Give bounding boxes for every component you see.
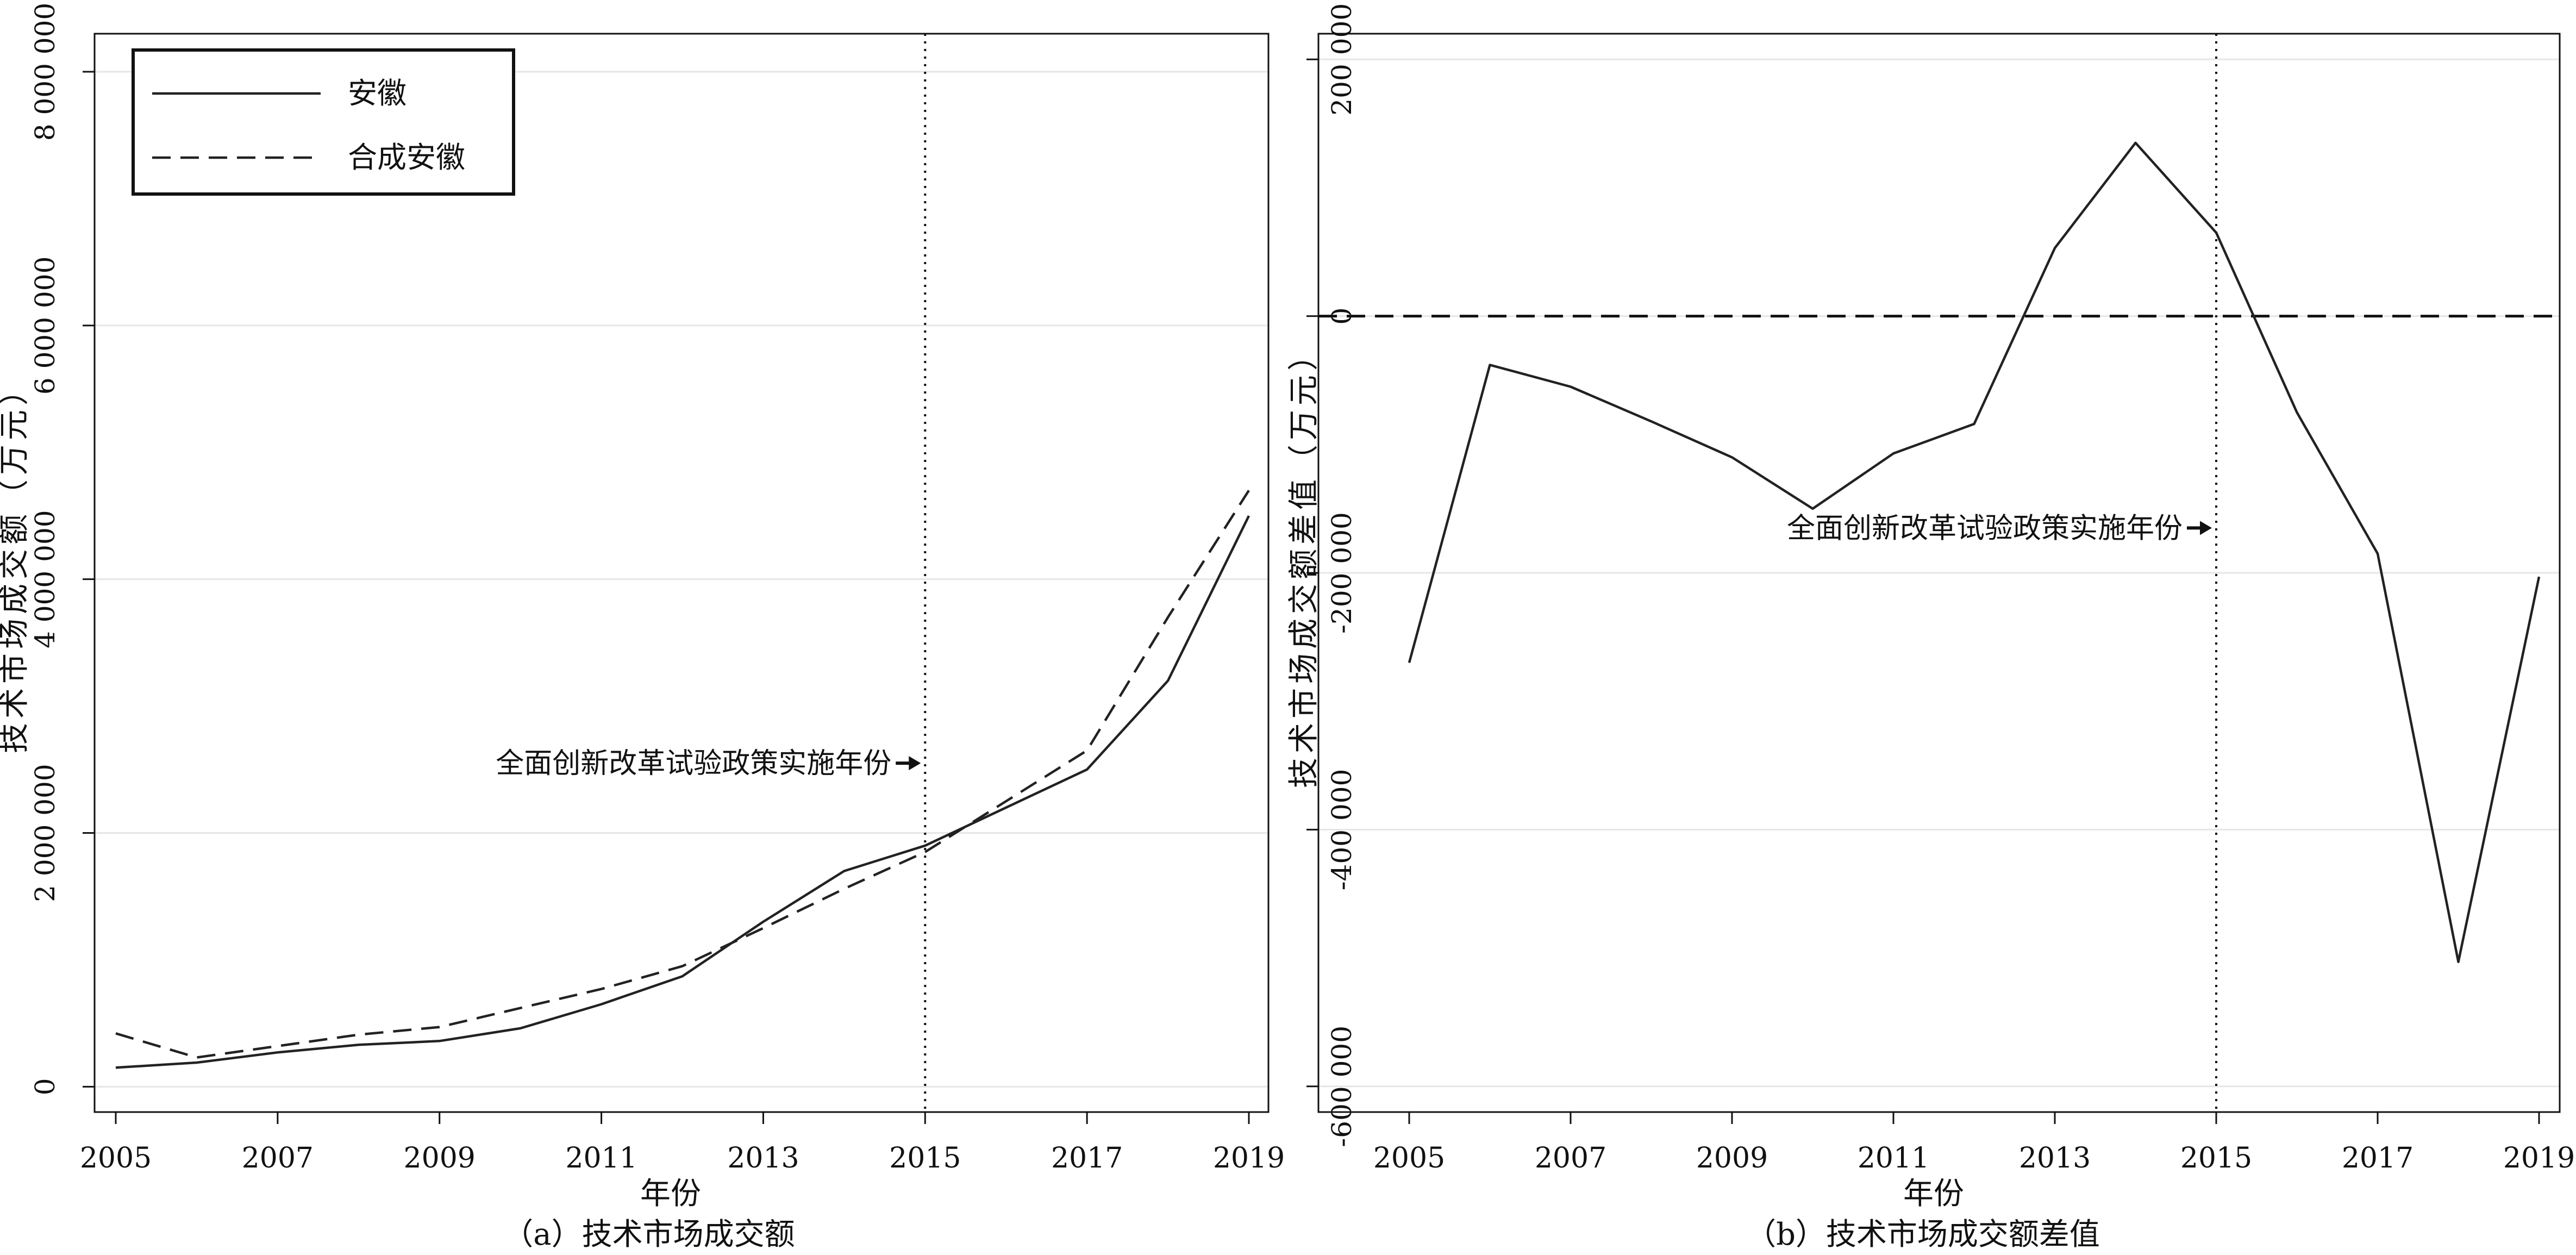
panel-caption: （a）技术市场成交额 (503, 1217, 795, 1252)
legend-label: 安徽 (348, 76, 407, 110)
x-axis-label: 年份 (1903, 1176, 1964, 1212)
y-tick-label: 200 000 (1326, 3, 1358, 116)
x-tick-label: 2007 (1535, 1142, 1606, 1175)
x-tick-label: 2015 (2180, 1142, 2252, 1175)
series-line-actual (115, 515, 1251, 1069)
legend-label: 合成安徽 (348, 140, 465, 174)
plot-frame (93, 33, 1270, 1113)
x-tick-label: 2005 (80, 1142, 152, 1175)
x-tick-label: 2017 (2342, 1142, 2414, 1175)
series-line-synthetic (115, 490, 1250, 1059)
x-tick-label: 2013 (2019, 1142, 2091, 1175)
x-tick-label: 2019 (2503, 1142, 2575, 1175)
x-axis-label: 年份 (640, 1176, 701, 1212)
panel-caption: （b）技术市场成交额差值 (1746, 1217, 2100, 1252)
x-tick-label: 2005 (1373, 1142, 1445, 1175)
annotation-arrowhead (2200, 521, 2212, 535)
y-axis-label: 技术市场成交额差值（万元） (1286, 336, 1322, 788)
annotation-text: 全面创新改革试验政策实施年份 (1787, 512, 2183, 545)
x-tick-label: 2009 (1696, 1142, 1768, 1175)
x-tick-label: 2007 (242, 1142, 314, 1175)
annotation-text: 全面创新改革试验政策实施年份 (496, 747, 891, 780)
y-tick-label: 6 000 000 (29, 257, 61, 395)
x-tick-label: 2019 (1213, 1142, 1285, 1175)
x-tick-label: 2011 (565, 1142, 637, 1175)
y-tick-label: -200 000 (1326, 512, 1358, 634)
y-tick-label: 2 000 000 (29, 764, 61, 902)
x-tick-label: 2009 (404, 1142, 476, 1175)
y-tick-label: -400 000 (1326, 769, 1358, 891)
x-tick-label: 2011 (1858, 1142, 1929, 1175)
series-line-actual (1408, 141, 2541, 963)
x-tick-label: 2015 (889, 1142, 961, 1175)
panel-a: 0 2 000 000 4 000 000 6 000 000 8 000 000 200… (0, 3, 1285, 1252)
x-tick-label: 2017 (1051, 1142, 1123, 1175)
y-tick-label: 0 (29, 1078, 61, 1095)
y-tick-label: 8 000 000 (29, 3, 61, 141)
y-tick-label: 4 000 000 (29, 510, 61, 648)
legend-box (132, 48, 515, 196)
y-tick-label: -600 000 (1326, 1026, 1358, 1147)
x-tick-label: 2013 (727, 1142, 799, 1175)
annotation-arrowhead (909, 756, 921, 771)
y-axis-label: 技术市场成交额（万元） (0, 371, 32, 753)
